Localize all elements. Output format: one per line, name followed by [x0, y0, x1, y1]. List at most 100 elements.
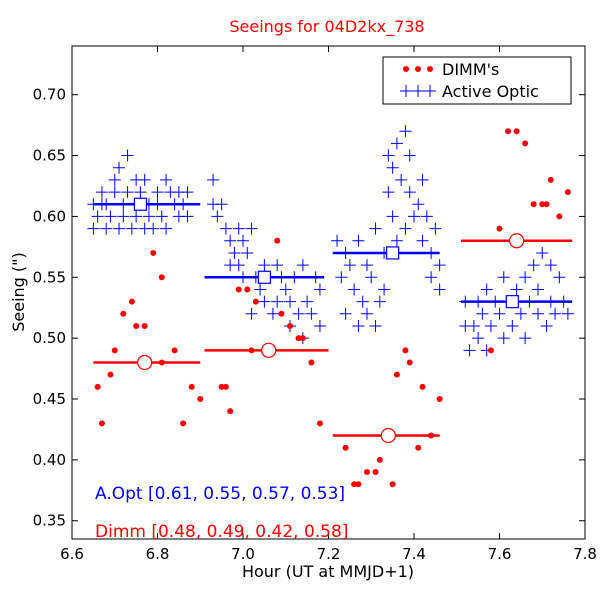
- aopt-point: [480, 283, 493, 296]
- dimm-point: [513, 128, 520, 135]
- legend-dimm-label: DIMM's: [442, 60, 499, 79]
- dimm-summary-annotation: Dimm [0.48, 0.49, 0.42, 0.58]: [95, 522, 348, 542]
- aopt-point: [215, 198, 228, 211]
- aopt-point: [395, 173, 408, 186]
- aopt-point: [309, 271, 322, 284]
- dimm-point: [295, 335, 302, 342]
- aopt-point: [279, 283, 292, 296]
- aopt-point: [459, 295, 472, 308]
- dimm-mean-marker: [508, 233, 525, 249]
- dimm-point: [299, 335, 306, 342]
- aopt-point: [138, 173, 151, 186]
- dimm-point: [342, 444, 349, 451]
- chart-title: Seeings for 04D2kx_738: [229, 17, 424, 37]
- aopt-point: [284, 295, 297, 308]
- aopt-point: [224, 234, 237, 247]
- aopt-point: [160, 173, 173, 186]
- aopt-point: [121, 186, 134, 199]
- dimm-mean-marker: [380, 427, 396, 444]
- x-tick-label: 7.0: [231, 545, 255, 563]
- aopt-point: [181, 210, 194, 223]
- dimm-point: [505, 128, 512, 135]
- dimm-point: [393, 371, 400, 378]
- aopt-point: [399, 125, 412, 138]
- legend-dimm-dot: [403, 66, 409, 72]
- dimm-point: [158, 274, 165, 281]
- y-tick-label: 0.55: [33, 268, 66, 286]
- x-tick-label: 7.8: [573, 545, 597, 563]
- aopt-point: [117, 210, 130, 223]
- aopt-point: [390, 234, 403, 247]
- aopt-point: [113, 222, 126, 235]
- dimm-point: [227, 408, 234, 415]
- aopt-point: [561, 307, 574, 320]
- aopt-summary-annotation: A.Opt [0.61, 0.55, 0.57, 0.53]: [95, 484, 345, 504]
- dimm-point: [278, 310, 285, 317]
- aopt-point: [425, 271, 438, 284]
- dimm-point: [316, 420, 323, 427]
- dimm-point: [158, 359, 165, 366]
- aopt-point: [408, 210, 420, 223]
- aopt-point: [510, 283, 523, 296]
- aopt-point: [237, 234, 249, 247]
- aopt-point: [425, 246, 438, 259]
- aopt-point: [553, 271, 566, 284]
- legend-aopt-label: Active Optic: [442, 82, 539, 101]
- dimm-point: [188, 383, 195, 390]
- aopt-point: [476, 307, 489, 320]
- aopt-point: [91, 210, 104, 223]
- dimm-point: [402, 347, 409, 354]
- aopt-point: [151, 186, 164, 199]
- dimm-point: [244, 286, 251, 293]
- dimm-point: [556, 213, 563, 220]
- aopt-point: [288, 271, 301, 284]
- aopt-point: [360, 259, 373, 272]
- aopt-point: [549, 307, 562, 320]
- aopt-point: [313, 283, 326, 296]
- x-tick-label: 6.8: [146, 545, 170, 563]
- dimm-point: [406, 359, 413, 366]
- dimm-point: [248, 347, 255, 354]
- aopt-point: [245, 307, 258, 320]
- aopt-point: [382, 149, 395, 162]
- dimm-point: [180, 420, 187, 427]
- aopt-point: [489, 295, 502, 308]
- dimm-point: [415, 444, 422, 451]
- aopt-point: [117, 198, 130, 211]
- segment-mean-markers: [133, 197, 525, 444]
- aopt-point: [352, 319, 365, 332]
- aopt-point: [472, 332, 485, 345]
- dimm-point: [94, 383, 101, 390]
- dimm-mean-marker: [261, 342, 277, 358]
- dimm-point: [133, 322, 140, 329]
- aopt-point: [275, 271, 288, 284]
- y-tick-label: 0.40: [33, 451, 66, 469]
- legend-dimm-marker: [403, 66, 433, 72]
- aopt-point: [352, 234, 365, 247]
- aopt-point: [403, 186, 416, 199]
- aopt-point: [531, 307, 544, 320]
- aopt-point: [360, 307, 373, 320]
- legend-dimm-dot: [415, 66, 421, 72]
- dimm-point: [222, 383, 229, 390]
- aopt-point: [151, 198, 164, 211]
- y-tick-label: 0.70: [33, 86, 66, 104]
- dimm-point: [150, 249, 157, 256]
- aopt-point: [266, 307, 279, 320]
- aopt-point: [343, 259, 356, 272]
- aopt-point: [177, 198, 190, 211]
- aopt-point: [108, 173, 121, 186]
- aopt-point: [292, 307, 305, 320]
- aopt-point: [544, 259, 557, 272]
- aopt-point: [305, 307, 318, 320]
- dimm-point: [141, 322, 148, 329]
- aopt-point: [416, 173, 429, 186]
- aopt-point: [527, 259, 540, 272]
- aopt-point: [403, 149, 416, 162]
- legend-aopt-plus: [400, 85, 412, 97]
- aopt-point: [506, 319, 519, 332]
- dimm-point: [389, 481, 396, 488]
- axis-ticks: 6.6 6.8 7.0 7.2 7.4 7.6 7.8 0.35 0.40 0.45 0.50 0.5…: [33, 46, 597, 563]
- dimm-point: [363, 469, 370, 476]
